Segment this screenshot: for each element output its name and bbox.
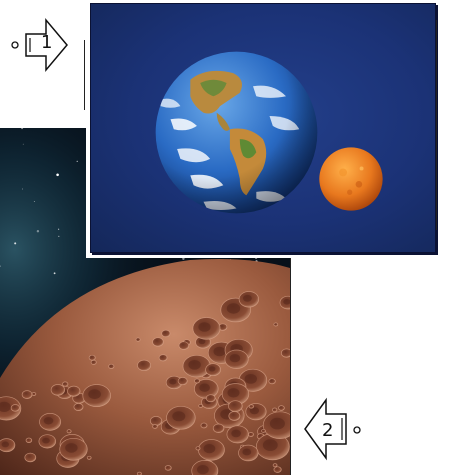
crater [62,381,69,387]
crater [212,423,225,433]
crater [279,295,290,310]
crater [192,317,221,340]
crater [261,428,266,433]
crater [178,341,190,350]
figure-label-1: 1 [10,14,70,74]
crater [0,438,16,453]
star [21,128,24,130]
crater [73,403,84,411]
crater [226,425,249,444]
crater [161,329,171,338]
star [21,188,24,190]
crater [165,375,183,390]
star [76,160,78,162]
crater [205,394,216,403]
crater [198,403,204,408]
crater [90,359,97,365]
crater [24,452,37,463]
crater [248,404,254,409]
star [57,228,60,230]
crater [182,354,211,378]
crater [152,424,158,429]
crater [205,363,221,377]
star [14,242,17,245]
crater [39,413,62,431]
crater [238,291,260,308]
crater [31,392,37,396]
crater [10,404,20,412]
crater [59,437,88,461]
crater [50,384,66,396]
crater [166,405,196,430]
crater [136,471,142,475]
crater [262,411,290,439]
crater [191,460,219,475]
crater [224,349,249,369]
star [58,235,60,238]
right-arrow-icon [11,17,68,73]
crater [82,384,111,408]
crater [280,348,290,358]
earth-globe [155,51,318,214]
crater [25,437,33,443]
crater [177,377,188,386]
figure-label-1-number: 1 [41,32,53,53]
crater [200,422,208,429]
crater [137,359,152,372]
crater [273,322,279,327]
crater [197,439,225,461]
crater [88,354,96,361]
crater [194,378,201,384]
crater [238,444,259,462]
crater [164,465,172,471]
small-orange-planet [319,147,383,211]
crater [21,390,33,399]
crater [255,433,290,461]
crater [228,400,243,413]
star [56,173,59,177]
frame-mark-left [84,40,85,110]
crater [195,446,201,451]
earth-panel [90,3,436,253]
crater-field [0,291,290,475]
crater [278,405,285,411]
crater [194,379,219,399]
crater [135,337,141,342]
star [33,201,35,202]
crater [152,337,164,347]
crater [221,383,250,406]
crater [86,455,92,460]
crater [273,466,282,473]
frame-mark-far-right [436,20,437,230]
left-arrow-icon [304,397,361,461]
crater [158,354,168,362]
crater [272,407,278,413]
figure-label-2: 2 [302,386,362,461]
star [36,230,40,233]
crater [38,434,57,449]
crater [0,396,22,421]
crater [66,429,72,434]
figure-label-2-number: 2 [322,420,334,441]
crater [149,416,163,426]
crater [245,403,267,421]
frame-mark-right [290,282,291,452]
star [0,265,1,267]
star [53,272,56,275]
crater [248,432,254,437]
crater [268,378,276,385]
star [22,143,24,145]
crater [67,385,81,397]
crater [108,363,115,369]
crater [272,463,278,468]
star [182,257,185,261]
crater [228,411,241,421]
